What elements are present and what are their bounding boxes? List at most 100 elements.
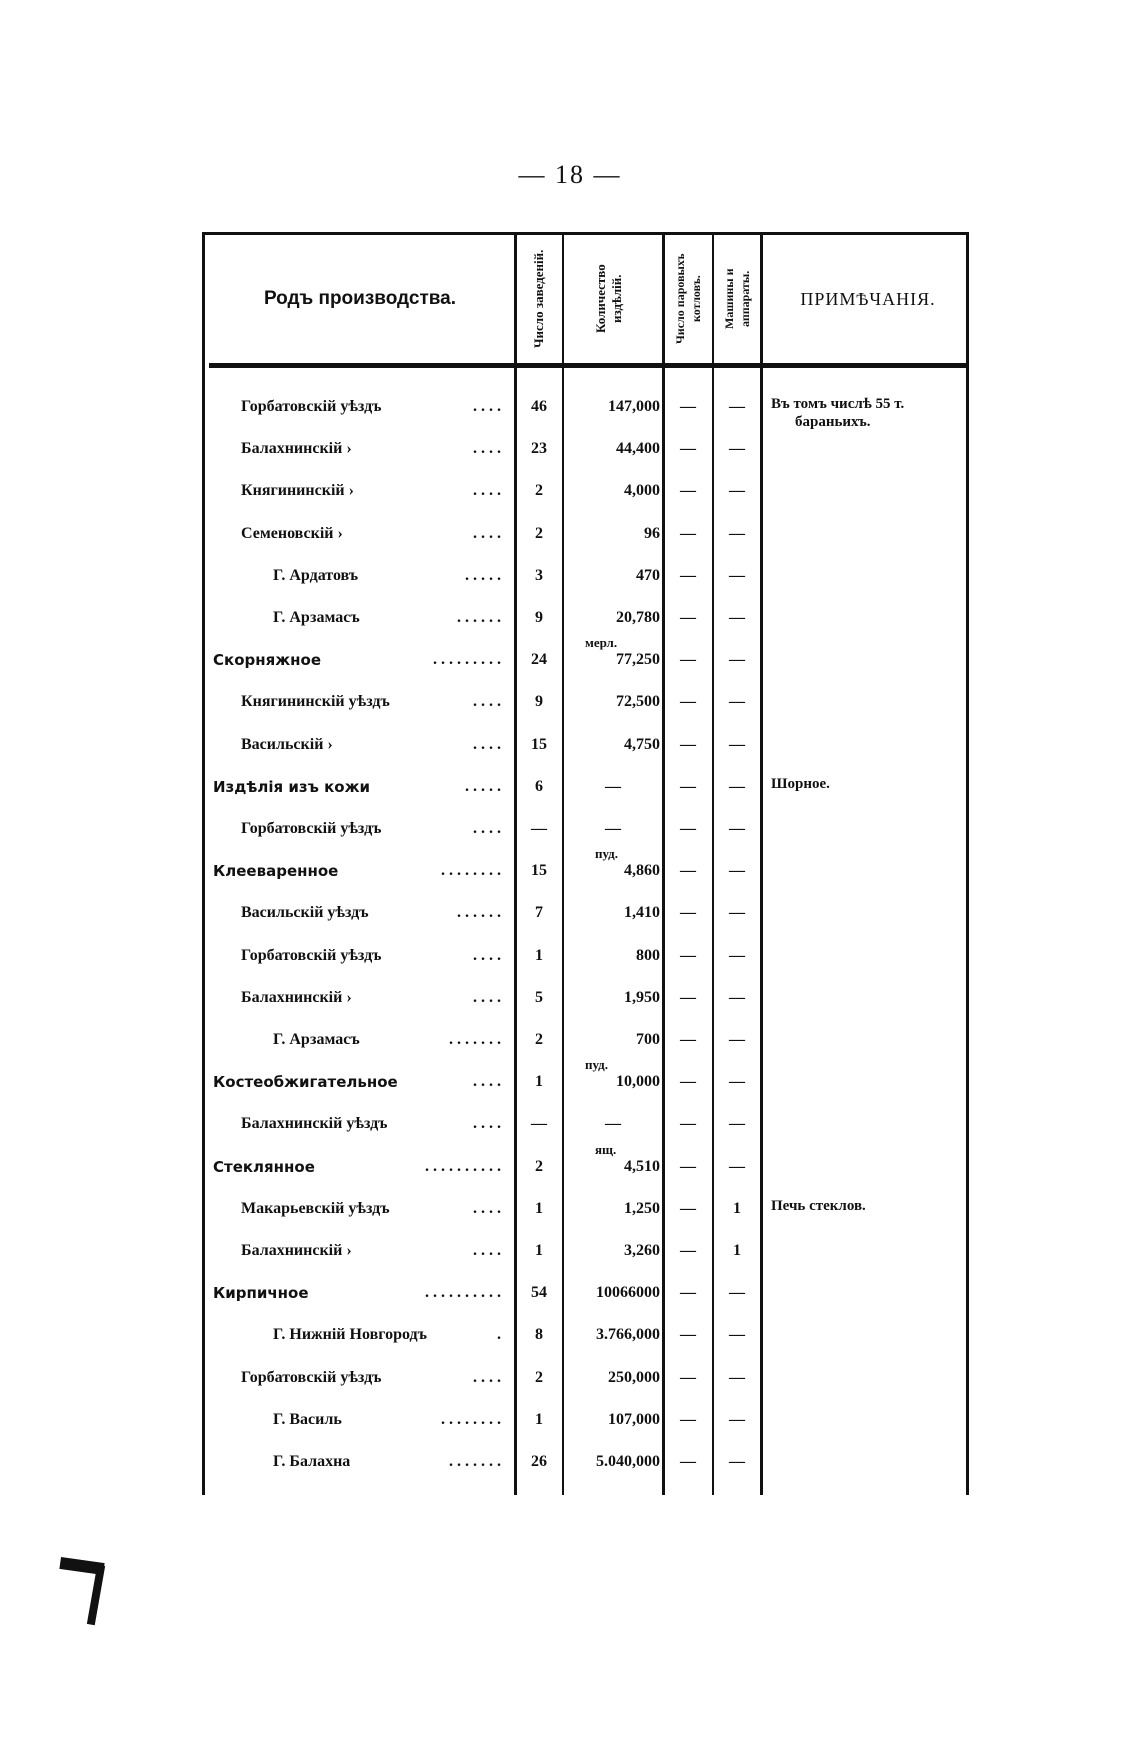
column-divider xyxy=(562,235,564,1495)
leader-dots: .... xyxy=(473,440,505,458)
establishments-cell: 2 xyxy=(535,1031,543,1048)
machines-cell: — xyxy=(729,1073,745,1091)
boilers-cell: — xyxy=(680,440,696,458)
machines-cell: — xyxy=(729,735,745,753)
header-production-type: Родъ производства. xyxy=(263,288,457,309)
header-steam-boilers: Число паровыхъ котловъ. xyxy=(673,253,703,345)
quantity-cell: 147,000 xyxy=(608,398,660,415)
quantity-cell: 10,000 xyxy=(616,1073,660,1091)
table-row: Макарьевскій уѣздъ.... 1 1,250 — 1 Печь стекл… xyxy=(205,1190,969,1232)
page-number: — 18 — xyxy=(518,160,622,189)
boilers-cell: — xyxy=(680,1368,696,1386)
establishments-cell: 5 xyxy=(535,988,543,1006)
leader-dots: .... xyxy=(473,482,505,500)
establishments-cell: 1 xyxy=(535,1073,543,1091)
quantity-cell: 20,780 xyxy=(616,609,660,626)
production-name: Горбатовскій уѣздъ xyxy=(241,946,382,964)
boilers-cell: — xyxy=(680,609,696,626)
establishments-cell: 15 xyxy=(531,862,547,880)
quantity-cell: 470 xyxy=(636,566,660,584)
table-row: Г. Арзамасъ...... 9 20,780 — — xyxy=(205,599,969,641)
leader-dots: .... xyxy=(473,1242,505,1259)
machines-cell: — xyxy=(729,1368,745,1386)
establishments-cell: 2 xyxy=(535,524,543,542)
leader-dots: .......... xyxy=(425,1284,505,1302)
machines-cell: — xyxy=(729,1453,745,1470)
boilers-cell: — xyxy=(680,1453,696,1470)
unit-label: пуд. xyxy=(585,1057,608,1073)
machines-cell: — xyxy=(729,609,745,626)
table-row: Васильскій уѣздъ...... 7 1,410 — — xyxy=(205,894,969,936)
machines-cell: — xyxy=(729,566,745,584)
machines-cell: — xyxy=(729,988,745,1006)
machines-cell: — xyxy=(729,1326,745,1344)
column-divider xyxy=(514,235,517,1495)
leader-dots: ......... xyxy=(433,651,505,669)
quantity-cell: 250,000 xyxy=(608,1368,660,1386)
boilers-cell: — xyxy=(680,1326,696,1344)
leader-dots: ........ xyxy=(441,862,505,880)
boilers-cell: — xyxy=(680,904,696,922)
machines-cell: — xyxy=(729,904,745,922)
table-row: Г. Нижній Новгородъ. 8 3.766,000 — — xyxy=(205,1316,969,1358)
quantity-cell: 3,260 xyxy=(624,1242,660,1259)
establishments-cell: 1 xyxy=(535,1242,543,1259)
boilers-cell: — xyxy=(680,693,696,711)
table-row: Г. Василь........ 1 107,000 — — xyxy=(205,1401,969,1443)
production-name: Костеобжигательное xyxy=(213,1073,398,1092)
note-cell: Шорное. xyxy=(771,775,830,792)
table-row: Г. Арзамасъ....... 2 700 — — xyxy=(205,1021,969,1063)
category-row: Издѣлія изъ кожи..... 6 — — — Шорное. xyxy=(205,768,969,810)
statistics-table: Родъ производства. Число заведеній. Коли… xyxy=(202,232,969,1495)
leader-dots: .......... xyxy=(425,1157,505,1175)
leader-dots: .... xyxy=(473,735,505,753)
machines-cell: — xyxy=(729,482,745,500)
boilers-cell: — xyxy=(680,1242,696,1259)
machines-cell: — xyxy=(729,1115,745,1133)
table-row: Горбатовскій уѣздъ.... 1 800 — — xyxy=(205,937,969,979)
production-name: Г. Ардатовъ xyxy=(273,566,359,584)
quantity-cell: 4,000 xyxy=(624,482,660,500)
production-name: Стеклянное xyxy=(213,1157,315,1176)
leader-dots: ..... xyxy=(465,777,505,795)
table-row: Горбатовскій уѣздъ.... 46 147,000 — — Въ томъ… xyxy=(205,388,969,430)
production-name: Г. Арзамасъ xyxy=(273,1031,360,1048)
table-row: Балахнинскій ›.... 5 1,950 — — xyxy=(205,979,969,1021)
leader-dots: .... xyxy=(473,946,505,964)
quantity-cell: 77,250 xyxy=(616,651,660,669)
establishments-cell: — xyxy=(531,820,547,837)
leader-dots: ...... xyxy=(457,609,505,626)
machines-cell: — xyxy=(729,693,745,711)
note-cell-continued: бараньихъ. xyxy=(795,414,871,430)
establishments-cell: 7 xyxy=(535,904,543,922)
establishments-cell: 9 xyxy=(535,693,543,711)
machines-cell: — xyxy=(729,1410,745,1428)
establishments-cell: 15 xyxy=(531,735,547,753)
machines-cell: — xyxy=(729,1157,745,1175)
leader-dots: .... xyxy=(473,1199,505,1217)
boilers-cell: — xyxy=(680,820,696,837)
quantity-cell: 700 xyxy=(636,1031,660,1048)
leader-dots: .... xyxy=(473,820,505,837)
category-row: Клееваренное........ 15 пуд. 4,860 — — xyxy=(205,846,969,894)
boilers-cell: — xyxy=(680,1031,696,1048)
leader-dots: ...... xyxy=(457,904,505,922)
establishments-cell: 24 xyxy=(531,651,547,669)
table-row: Балахнинскій уѣздъ.... — — — — xyxy=(205,1105,969,1147)
quantity-cell: 10066000 xyxy=(596,1284,660,1302)
machines-cell: — xyxy=(729,398,745,415)
leader-dots: ..... xyxy=(465,566,505,584)
machines-cell: — xyxy=(729,651,745,669)
production-name: Балахнинскій уѣздъ xyxy=(241,1115,388,1133)
machines-cell: 1 xyxy=(733,1242,741,1259)
quantity-cell: 4,860 xyxy=(624,862,660,880)
establishments-cell: 26 xyxy=(531,1453,547,1470)
establishments-cell: 2 xyxy=(535,1368,543,1386)
machines-cell: — xyxy=(729,946,745,964)
production-name: Скорняжное xyxy=(213,651,321,670)
header-rule xyxy=(209,363,969,368)
establishments-cell: 6 xyxy=(535,777,543,795)
leader-dots: .... xyxy=(473,988,505,1006)
production-name: Семеновскій › xyxy=(241,524,343,542)
boilers-cell: — xyxy=(680,777,696,795)
